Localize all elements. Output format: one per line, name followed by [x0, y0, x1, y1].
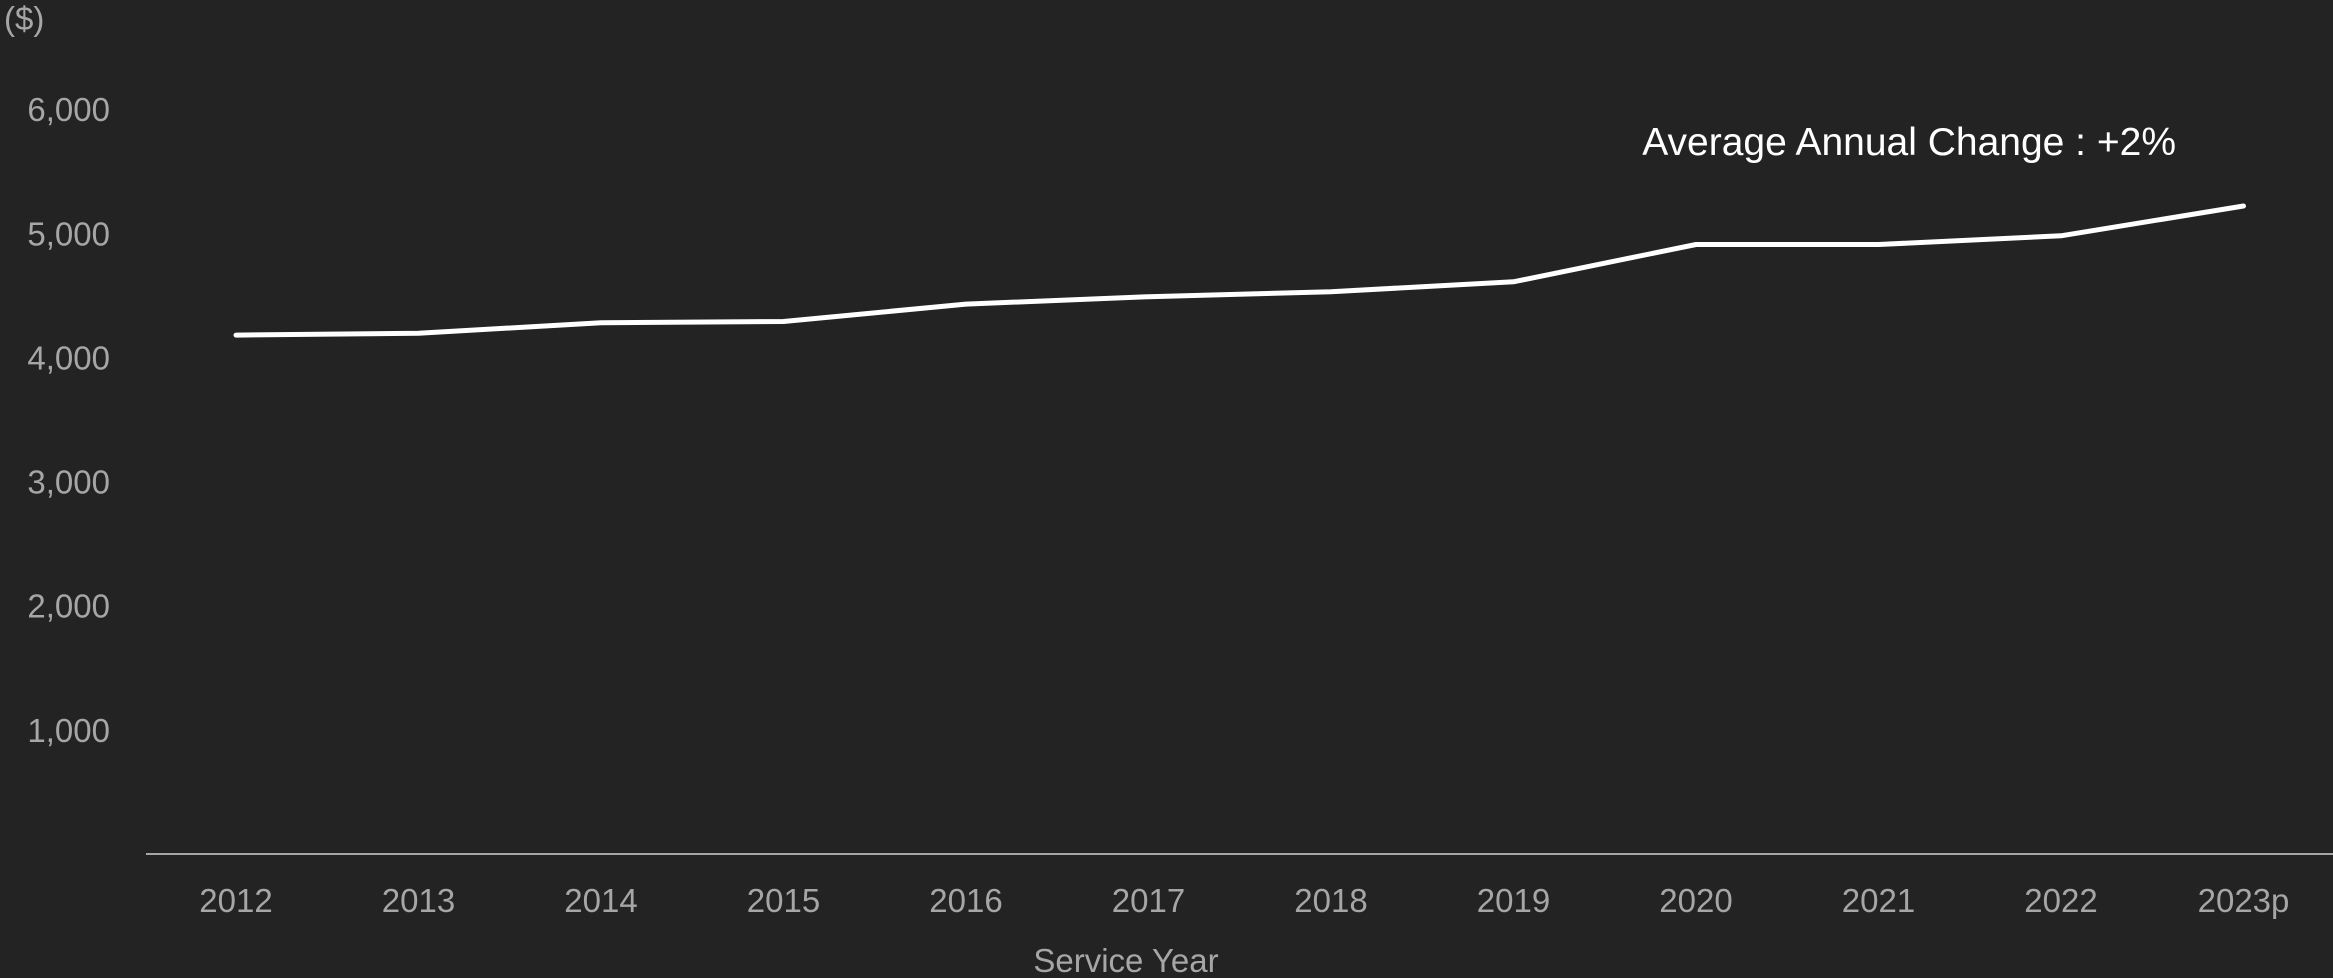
average-annual-change-annotation: Average Annual Change : +2% [1642, 121, 2176, 164]
x-axis-title: Service Year [1033, 942, 1218, 978]
x-tick-label: 2015 [747, 882, 820, 919]
x-axis-ticks: 2012 2013 2014 2015 2016 2017 2018 2019 2020 2021… [199, 882, 2289, 919]
x-tick-label: 2018 [1294, 882, 1367, 919]
y-tick-label: 5,000 [27, 215, 110, 252]
x-tick-label: 2016 [929, 882, 1002, 919]
x-tick-label: 2014 [564, 882, 637, 919]
x-tick-label: 2023p [2198, 882, 2290, 919]
x-tick-label: 2012 [199, 882, 272, 919]
x-tick-label: 2017 [1112, 882, 1185, 919]
x-tick-label: 2022 [2024, 882, 2097, 919]
y-tick-label: 4,000 [27, 339, 110, 376]
y-tick-label: 6,000 [27, 91, 110, 128]
y-axis-ticks: 1,000 2,000 3,000 4,000 5,000 6,000 [27, 91, 110, 749]
series-line [233, 203, 2246, 338]
y-tick-label: 1,000 [27, 712, 110, 749]
x-tick-label: 2019 [1477, 882, 1550, 919]
x-tick-label: 2021 [1842, 882, 1915, 919]
x-tick-label: 2020 [1659, 882, 1732, 919]
y-tick-label: 2,000 [27, 588, 110, 625]
y-axis-unit-label: ($) [4, 0, 44, 37]
x-tick-label: 2013 [382, 882, 455, 919]
y-tick-label: 3,000 [27, 464, 110, 501]
series-group [233, 203, 2246, 338]
